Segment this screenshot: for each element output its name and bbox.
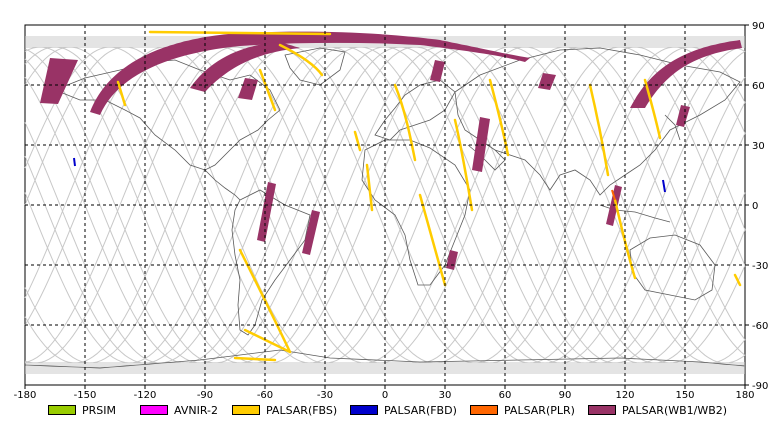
- legend-swatch: [588, 405, 616, 415]
- wb-swath-right-arc: [630, 40, 742, 108]
- lon-tick-label: 60: [499, 390, 512, 400]
- legend-swatch: [232, 405, 260, 415]
- lat-tick-label: -90: [752, 381, 768, 392]
- world-map: -180 -150 -120 -90 -60 -30 0 30 60 90 120 150 180 90 6…: [14, 21, 769, 400]
- legend-label: PRSIM: [82, 403, 116, 417]
- fbs-track-10: [453, 118, 474, 212]
- legend-swatch: [140, 405, 168, 415]
- coast-australia: [629, 234, 716, 301]
- fbs-track-11: [588, 83, 610, 177]
- wb-swath-kamchatka: [676, 105, 690, 127]
- fbs-track-13: [643, 78, 662, 140]
- wb-swath-indian-ocean: [446, 250, 458, 270]
- lon-tick-label: -30: [317, 390, 333, 400]
- fbs-track-2: [278, 43, 324, 77]
- lon-tick-label: 90: [559, 390, 572, 400]
- lon-tick-label: 30: [439, 390, 452, 400]
- legend-label: AVNIR-2: [174, 403, 218, 417]
- lat-tick-label: 30: [752, 141, 765, 152]
- lon-tick-label: -180: [14, 390, 37, 400]
- coast-japan: [664, 114, 681, 141]
- lat-lon-grid: [25, 25, 745, 385]
- lat-tick-label: 0: [752, 201, 758, 212]
- plr-tracks: [611, 189, 616, 201]
- lat-tick-label: -60: [752, 321, 768, 332]
- legend-item-fbs: PALSAR(FBS): [232, 403, 337, 417]
- legend-item-fbd: PALSAR(FBD): [350, 403, 457, 417]
- legend-swatch: [470, 405, 498, 415]
- wb-swath-arc-2: [190, 42, 300, 92]
- fbs-track-15: [353, 130, 362, 152]
- fbs-tracks: [116, 30, 742, 362]
- wb-swath-left: [40, 58, 78, 104]
- legend-label: PALSAR(WB1/WB2): [622, 403, 728, 417]
- wb-swath-siberia: [538, 73, 556, 90]
- fbs-track-14: [116, 80, 127, 107]
- coast-antarctica: [24, 349, 746, 369]
- fbd-tracks: [73, 157, 666, 193]
- legend-swatch: [48, 405, 76, 415]
- coast-north-america: [53, 59, 281, 171]
- legend-item-wb: PALSAR(WB1/WB2): [588, 403, 727, 417]
- axis-ticks: -180 -150 -120 -90 -60 -30 0 30 60 90 120 150 180 90 6…: [14, 21, 769, 400]
- coast-central-america: [204, 169, 241, 201]
- legend-label: PALSAR(PLR): [504, 403, 575, 417]
- lat-tick-label: 60: [752, 81, 765, 92]
- lat-tick-label: 90: [752, 21, 765, 32]
- fbs-track-7: [393, 83, 417, 162]
- lon-tick-label: -60: [257, 390, 273, 400]
- lon-tick-label: 180: [735, 390, 754, 400]
- legend-item-prsim: PRSIM: [48, 403, 116, 417]
- legend-item-avnir: AVNIR-2: [140, 403, 218, 417]
- fbs-track-4: [238, 248, 292, 354]
- fbs-track-16: [365, 163, 374, 212]
- legend: PRSIM AVNIR-2 PALSAR(FBS) PALSAR(FBD) PA…: [0, 400, 770, 422]
- wb-swath-brazil-1: [257, 182, 276, 242]
- fbs-track-3: [258, 68, 277, 112]
- wb-swath-canada: [238, 78, 258, 100]
- wb-swath-europe: [430, 60, 445, 82]
- fbs-track-1: [148, 30, 332, 36]
- legend-swatch: [350, 405, 378, 415]
- lon-tick-label: -120: [134, 390, 157, 400]
- lon-tick-label: -90: [197, 390, 213, 400]
- lon-tick-label: 120: [615, 390, 634, 400]
- lon-tick-label: -150: [74, 390, 97, 400]
- plr-track-1: [611, 189, 616, 201]
- coast-greenland: [284, 47, 346, 86]
- lat-tick-label: -30: [752, 261, 768, 272]
- lon-tick-label: 150: [675, 390, 694, 400]
- fbs-track-5: [243, 328, 292, 354]
- legend-label: PALSAR(FBS): [266, 403, 338, 417]
- lon-tick-label: 0: [382, 390, 388, 400]
- fbd-track-2: [662, 179, 666, 193]
- fbd-track-1: [73, 157, 76, 167]
- fbs-track-9: [488, 78, 510, 157]
- legend-item-plr: PALSAR(PLR): [470, 403, 575, 417]
- legend-label: PALSAR(FBD): [384, 403, 457, 417]
- wb-swath-brazil-2: [302, 210, 320, 255]
- fbs-track-6: [233, 356, 277, 362]
- fbs-track-17: [733, 273, 742, 287]
